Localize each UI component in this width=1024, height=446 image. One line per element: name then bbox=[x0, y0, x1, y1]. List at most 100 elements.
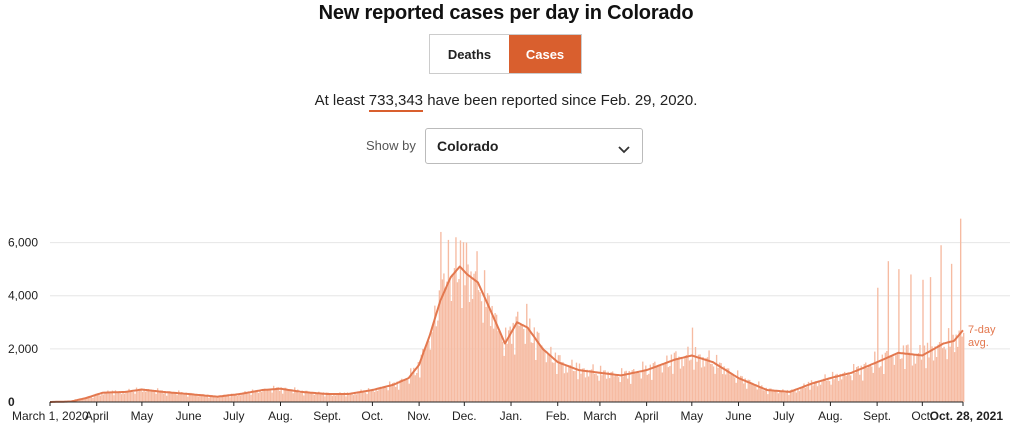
show-by-label: Show by bbox=[366, 138, 416, 153]
daily-bar bbox=[672, 373, 674, 402]
daily-bar bbox=[684, 356, 686, 402]
daily-bar bbox=[369, 391, 371, 402]
daily-bar bbox=[279, 390, 281, 402]
daily-bar bbox=[357, 392, 359, 402]
daily-bar bbox=[622, 376, 624, 402]
daily-bar bbox=[476, 251, 478, 402]
daily-bar bbox=[851, 380, 853, 402]
daily-bar bbox=[907, 344, 909, 402]
daily-bar bbox=[188, 392, 190, 402]
daily-bar bbox=[831, 371, 834, 402]
daily-bar bbox=[640, 378, 642, 402]
cases-button[interactable]: Cases bbox=[509, 35, 581, 73]
daily-bar bbox=[282, 393, 284, 402]
daily-bar bbox=[761, 385, 763, 402]
daily-bar bbox=[134, 393, 136, 402]
daily-bar bbox=[905, 345, 908, 402]
summary-prefix: At least bbox=[314, 92, 365, 109]
daily-bar bbox=[411, 374, 413, 402]
daily-bar bbox=[883, 373, 885, 402]
daily-bar bbox=[447, 239, 450, 402]
daily-bar bbox=[289, 390, 291, 402]
daily-bar bbox=[87, 398, 90, 402]
daily-bar bbox=[364, 392, 367, 402]
daily-bar bbox=[504, 327, 507, 402]
daily-bar bbox=[871, 366, 873, 402]
daily-bar bbox=[865, 362, 867, 402]
daily-bar bbox=[946, 359, 948, 402]
daily-bar bbox=[438, 290, 441, 402]
daily-bar bbox=[285, 387, 287, 402]
daily-bar bbox=[881, 354, 883, 402]
state-select[interactable]: Colorado bbox=[425, 128, 643, 164]
daily-bar bbox=[721, 374, 724, 402]
daily-bar bbox=[164, 391, 166, 402]
daily-bar bbox=[767, 394, 769, 402]
daily-bar bbox=[931, 346, 933, 402]
x-tick-label: Sept. bbox=[313, 409, 341, 423]
daily-bar bbox=[95, 393, 97, 402]
daily-bar bbox=[890, 355, 893, 402]
daily-bar bbox=[928, 357, 930, 402]
x-tick-label: Jan. bbox=[500, 409, 523, 423]
daily-bar bbox=[937, 344, 939, 402]
chevron-down-icon bbox=[618, 141, 630, 159]
daily-bar bbox=[343, 392, 346, 402]
avg-annotation-line2: avg. bbox=[968, 337, 989, 349]
daily-bar bbox=[486, 293, 489, 402]
daily-bar bbox=[489, 326, 492, 402]
daily-bar bbox=[143, 388, 145, 402]
daily-bar bbox=[226, 396, 228, 402]
daily-bar bbox=[426, 342, 429, 402]
daily-bar bbox=[184, 394, 186, 402]
daily-bar bbox=[425, 346, 427, 402]
daily-bar bbox=[938, 342, 941, 402]
daily-bar bbox=[556, 373, 558, 402]
deaths-button[interactable]: Deaths bbox=[430, 35, 509, 73]
daily-bar bbox=[199, 395, 201, 402]
daily-bar bbox=[407, 379, 409, 402]
daily-bar bbox=[916, 354, 918, 402]
x-tick-label: Aug. bbox=[268, 409, 293, 423]
daily-bar bbox=[724, 374, 727, 402]
daily-bar bbox=[179, 393, 181, 402]
daily-bar bbox=[732, 375, 734, 402]
daily-bar bbox=[853, 363, 855, 402]
daily-bar bbox=[352, 395, 355, 402]
daily-bar bbox=[667, 367, 670, 402]
daily-bar bbox=[904, 369, 906, 402]
daily-bar bbox=[575, 362, 578, 402]
daily-bar bbox=[788, 395, 790, 402]
daily-bar bbox=[494, 313, 496, 402]
daily-bar bbox=[926, 342, 929, 402]
daily-bar bbox=[750, 383, 752, 402]
daily-bar bbox=[223, 394, 225, 402]
daily-bar bbox=[446, 281, 448, 402]
daily-bar bbox=[336, 393, 338, 402]
daily-bar bbox=[217, 396, 219, 402]
daily-bar bbox=[182, 394, 184, 402]
daily-bar bbox=[413, 367, 415, 402]
daily-bar bbox=[599, 365, 602, 402]
daily-bar bbox=[804, 387, 807, 402]
daily-bar bbox=[768, 388, 771, 402]
daily-bar bbox=[483, 270, 486, 402]
daily-bar bbox=[646, 374, 648, 402]
daily-bar bbox=[465, 242, 468, 402]
daily-bar bbox=[140, 388, 142, 402]
daily-bar bbox=[643, 371, 645, 402]
daily-bar bbox=[110, 393, 112, 402]
daily-bar bbox=[601, 375, 603, 402]
daily-bar bbox=[277, 387, 279, 402]
daily-bar bbox=[875, 363, 877, 402]
daily-bar bbox=[935, 357, 938, 402]
daily-bar bbox=[752, 383, 754, 402]
daily-bar bbox=[655, 366, 658, 402]
daily-bar bbox=[274, 389, 276, 402]
daily-bar bbox=[810, 380, 813, 402]
daily-bar bbox=[821, 379, 823, 402]
daily-bar bbox=[607, 371, 609, 402]
daily-bar bbox=[286, 390, 288, 402]
daily-bar bbox=[587, 376, 590, 402]
daily-bar bbox=[381, 388, 383, 402]
